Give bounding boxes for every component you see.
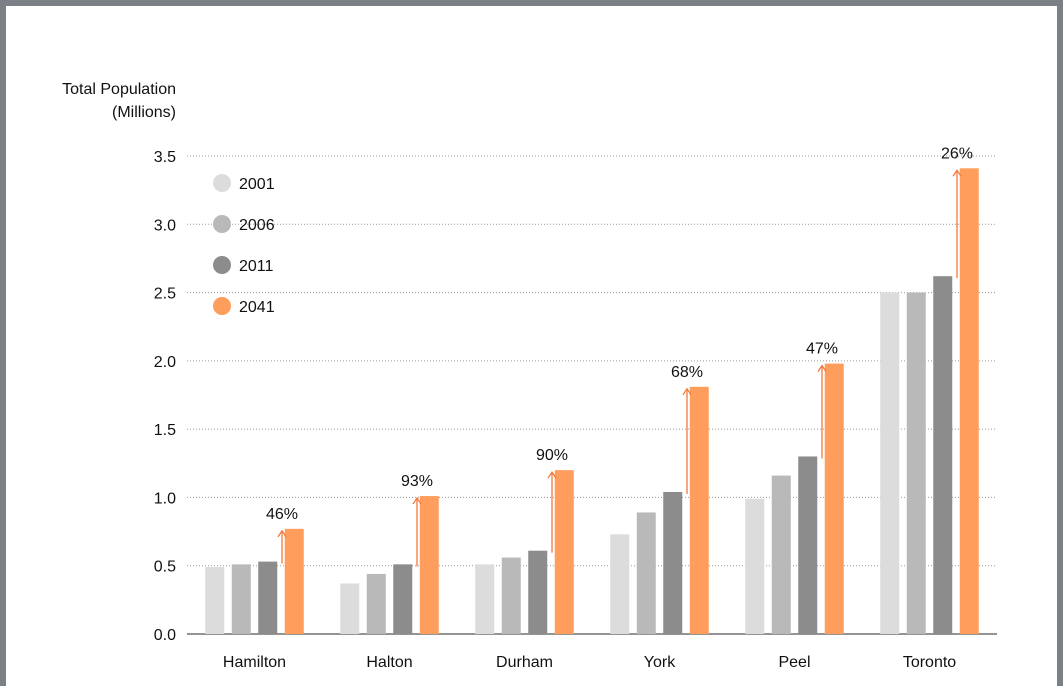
bar-toronto-2011: [933, 276, 953, 634]
y-tick-label: 1.5: [154, 422, 176, 439]
growth-label: 90%: [536, 447, 568, 464]
grid-lines: [187, 155, 997, 635]
legend-swatch-2041: [213, 297, 231, 315]
x-category-label: Hamilton: [223, 654, 286, 671]
growth-arrow-head: [412, 496, 422, 505]
y-axis-title-line-2: (Millions): [112, 104, 176, 121]
bar-halton-2041: [419, 496, 439, 634]
x-category-label: Peel: [778, 654, 810, 671]
bar-york-2041: [689, 386, 709, 634]
y-axis-ticks: 0.0 0.5 1.0 1.5 2.0 2.5 3.0 3.5: [154, 149, 176, 644]
growth-arrow-head: [682, 387, 692, 396]
growth-arrow-head: [952, 169, 962, 177]
bar-york-2006: [636, 512, 656, 634]
growth-arrows: 46% 93% 90% 68% 47% 26%: [266, 145, 973, 567]
y-tick-label: 2.5: [154, 286, 176, 303]
x-category-label: Durham: [496, 654, 553, 671]
bar-hamilton-2041: [284, 528, 304, 634]
y-tick-label: 2.0: [154, 354, 176, 371]
bar-hamilton-2011: [258, 561, 278, 634]
bars: [205, 168, 979, 634]
bar-peel-2011: [798, 456, 818, 634]
bar-hamilton-2006: [231, 564, 251, 634]
legend: 2001 2006 2011 2041: [213, 174, 275, 316]
bar-hamilton-2001: [205, 567, 225, 634]
growth-arrow-head: [277, 529, 287, 538]
bar-halton-2011: [393, 564, 413, 634]
bar-durham-2041: [554, 470, 574, 634]
x-category-label: Toronto: [903, 654, 956, 671]
growth-label: 26%: [941, 145, 973, 162]
bar-halton-2006: [366, 573, 386, 634]
y-tick-label: 3.0: [154, 217, 176, 234]
legend-label-2011: 2011: [239, 258, 274, 275]
bar-durham-2006: [501, 557, 521, 634]
legend-label-2001: 2001: [239, 176, 275, 193]
legend-swatch-2006: [213, 215, 231, 233]
x-category-label: York: [644, 654, 676, 671]
y-axis-title-line-1: Total Population: [62, 81, 176, 98]
bar-york-2011: [663, 491, 683, 634]
y-tick-label: 1.0: [154, 490, 176, 507]
x-axis-categories: Hamilton Halton Durham York Peel Toronto: [223, 654, 956, 671]
y-tick-label: 0.5: [154, 559, 176, 576]
bar-durham-2011: [528, 550, 548, 634]
bar-peel-2006: [771, 475, 791, 634]
growth-label: 93%: [401, 473, 433, 490]
bar-toronto-2001: [880, 292, 900, 634]
y-tick-label: 0.0: [154, 627, 176, 644]
legend-swatch-2011: [213, 256, 231, 274]
bar-peel-2001: [745, 498, 765, 634]
x-category-label: Halton: [366, 654, 412, 671]
bar-toronto-2041: [959, 168, 979, 634]
legend-swatch-2001: [213, 174, 231, 192]
growth-arrow-head: [547, 470, 557, 479]
y-tick-label: 3.5: [154, 149, 176, 166]
bar-halton-2001: [340, 583, 360, 634]
legend-label-2006: 2006: [239, 217, 275, 234]
legend-label-2041: 2041: [239, 299, 275, 316]
bar-toronto-2006: [906, 292, 926, 634]
growth-label: 68%: [671, 364, 703, 381]
growth-arrow-head: [817, 364, 827, 372]
growth-label: 46%: [266, 506, 298, 523]
bar-peel-2041: [824, 363, 844, 634]
growth-label: 47%: [806, 341, 838, 358]
bar-durham-2001: [475, 564, 495, 634]
bar-york-2001: [610, 534, 630, 634]
